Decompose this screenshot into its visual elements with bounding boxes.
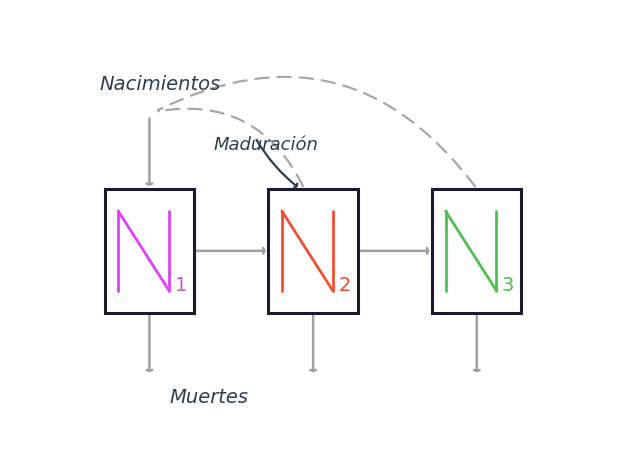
FancyArrowPatch shape: [158, 77, 475, 187]
Text: 1: 1: [175, 276, 187, 295]
FancyBboxPatch shape: [432, 189, 522, 313]
Text: 3: 3: [502, 276, 514, 295]
FancyBboxPatch shape: [269, 189, 358, 313]
Text: 2: 2: [338, 276, 351, 295]
FancyArrowPatch shape: [159, 109, 303, 186]
FancyBboxPatch shape: [105, 189, 194, 313]
Text: Maduración: Maduración: [214, 136, 319, 154]
Text: Nacimientos: Nacimientos: [100, 75, 221, 94]
Text: Muertes: Muertes: [169, 388, 248, 407]
